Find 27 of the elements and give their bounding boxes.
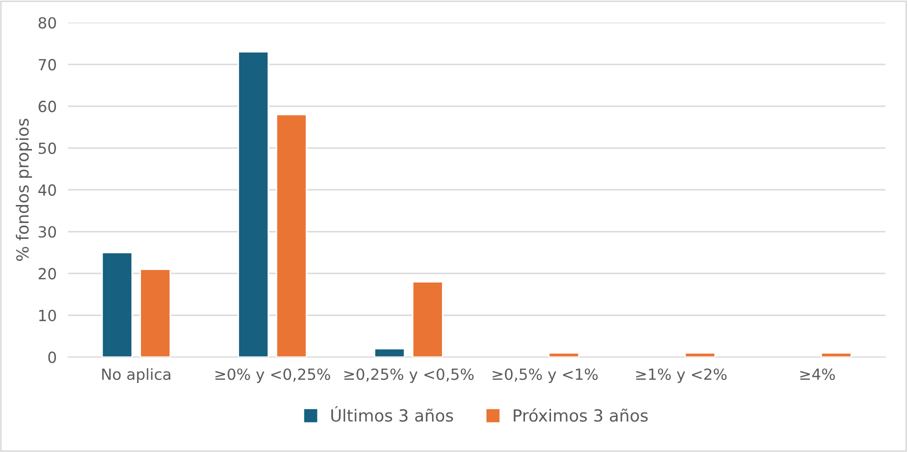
bar	[238, 51, 270, 358]
bar	[684, 352, 716, 358]
y-tick-label: 30	[38, 226, 56, 238]
x-tick-label: ≥0,25% y <0,5%	[344, 368, 474, 383]
y-tick-label: 0	[48, 352, 56, 364]
bar	[276, 114, 308, 358]
y-tick-label: 20	[38, 268, 56, 280]
bar	[412, 281, 444, 358]
x-tick-label: ≥0,5% y <1%	[492, 368, 598, 383]
y-tick-label: 80	[38, 17, 56, 29]
bar	[820, 352, 852, 358]
y-tick-label: 60	[38, 100, 56, 112]
bar	[140, 268, 171, 358]
y-tick-label: 70	[38, 58, 56, 70]
y-tick-label: 50	[38, 142, 56, 154]
y-tick-label: 10	[39, 310, 56, 322]
x-tick-label: ≥1% y <2%	[636, 368, 727, 383]
y-axis-title: % fondos propios	[16, 118, 32, 261]
bar	[374, 348, 406, 358]
x-tick-label: ≥0% y <0,25%	[215, 368, 330, 383]
x-tick-label: No aplica	[102, 368, 170, 383]
y-tick-label: 40	[38, 184, 56, 196]
legend-label: Próximos 3 años	[514, 408, 648, 422]
bar	[101, 252, 133, 358]
x-tick-label: ≥4%	[800, 368, 835, 380]
bar	[548, 352, 580, 358]
legend-label: Últimos 3 años	[331, 406, 454, 422]
